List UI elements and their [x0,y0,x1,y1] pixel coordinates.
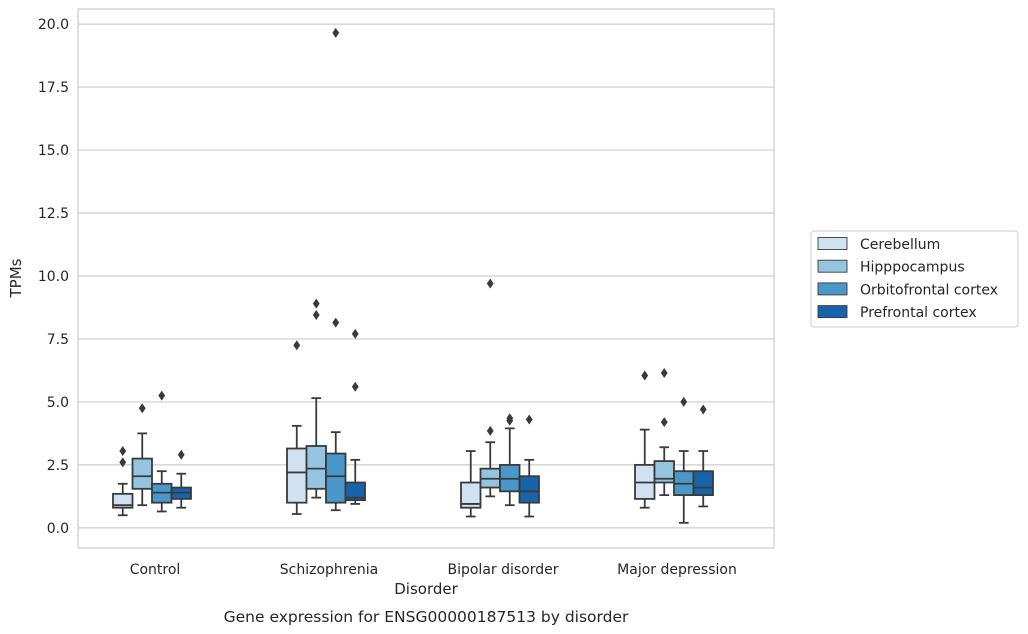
outlier-point [332,27,340,38]
x-tick-label: Major depression [617,562,737,578]
box [170,449,192,509]
box [325,27,347,512]
box [131,403,153,507]
outlier-point [351,328,359,339]
x-tick-label: Bipolar disorder [447,562,558,578]
outlier-point [486,278,494,289]
legend-label: Hipppocampus [860,260,965,276]
outlier-point [641,370,649,381]
box [518,414,540,518]
y-tick-label: 17.5 [38,80,69,96]
box [460,450,482,518]
box-body [344,481,366,502]
outlier-point [660,417,668,428]
box [112,446,134,517]
legend-label: Cerebellum [860,237,940,253]
gridlines [78,23,774,529]
box [634,370,656,509]
outlier-point [506,413,514,424]
outlier-point [699,404,707,415]
box [344,328,366,505]
outlier-point [138,403,146,414]
legend-swatch [817,282,848,296]
plot-frame [77,8,775,549]
y-tick-label: 0.0 [47,521,69,537]
box-body [460,481,482,509]
box [692,404,714,508]
outlier-point [680,396,688,407]
box [286,340,308,515]
legend-label: Orbitofrontal cortex [860,282,998,298]
box [673,396,695,524]
outlier-point [119,457,127,468]
outlier-point [158,390,166,401]
box-body [325,452,347,504]
box [151,390,173,513]
x-tick-labels: Control Schizophrenia Bipolar disorder Majo… [130,562,737,578]
y-tick-labels: 0.0 2.5 5.0 7.5 10.0 12.5 15.0 17.5 20.0 [38,17,69,537]
box-body [692,470,714,497]
outlier-point [486,425,494,436]
outlier-point [312,298,320,309]
legend-swatch [817,259,848,273]
box [479,278,501,498]
legend-frame [810,230,1019,328]
box-body [286,447,308,504]
x-tick-label: Schizophrenia [280,562,378,578]
y-tick-label: 10.0 [38,269,69,285]
legend-swatch [817,305,848,319]
chart-caption: Gene expression for ENSG00000187513 by d… [224,608,629,626]
legend-swatch [817,237,848,250]
box [305,298,327,499]
y-tick-label: 20.0 [38,17,69,33]
y-tick-label: 15.0 [38,143,69,159]
box-body [518,475,540,504]
y-tick-label: 5.0 [47,395,69,411]
y-tick-label: 12.5 [38,206,69,222]
box-marks [112,27,714,524]
x-axis-label: Disorder [394,580,458,598]
y-tick-label: 7.5 [47,332,69,348]
legend-label: Prefrontal cortex [860,305,977,321]
outlier-point [351,381,359,392]
box-body [131,457,153,490]
outlier-point [293,340,301,351]
outlier-point [177,449,185,460]
outlier-point [312,310,320,321]
y-tick-label: 2.5 [47,458,69,474]
x-tick-label: Control [130,562,181,578]
outlier-point [332,317,340,328]
box [653,367,675,497]
legend: Cerebellum Hipppocampus Orbitofrontal cort… [810,230,1019,328]
outlier-point [525,414,533,425]
outlier-point [660,367,668,378]
box [499,413,521,507]
outlier-point [119,446,127,457]
y-axis-label: TPMs [7,258,25,298]
box-body [112,492,134,509]
box-body [305,445,327,490]
